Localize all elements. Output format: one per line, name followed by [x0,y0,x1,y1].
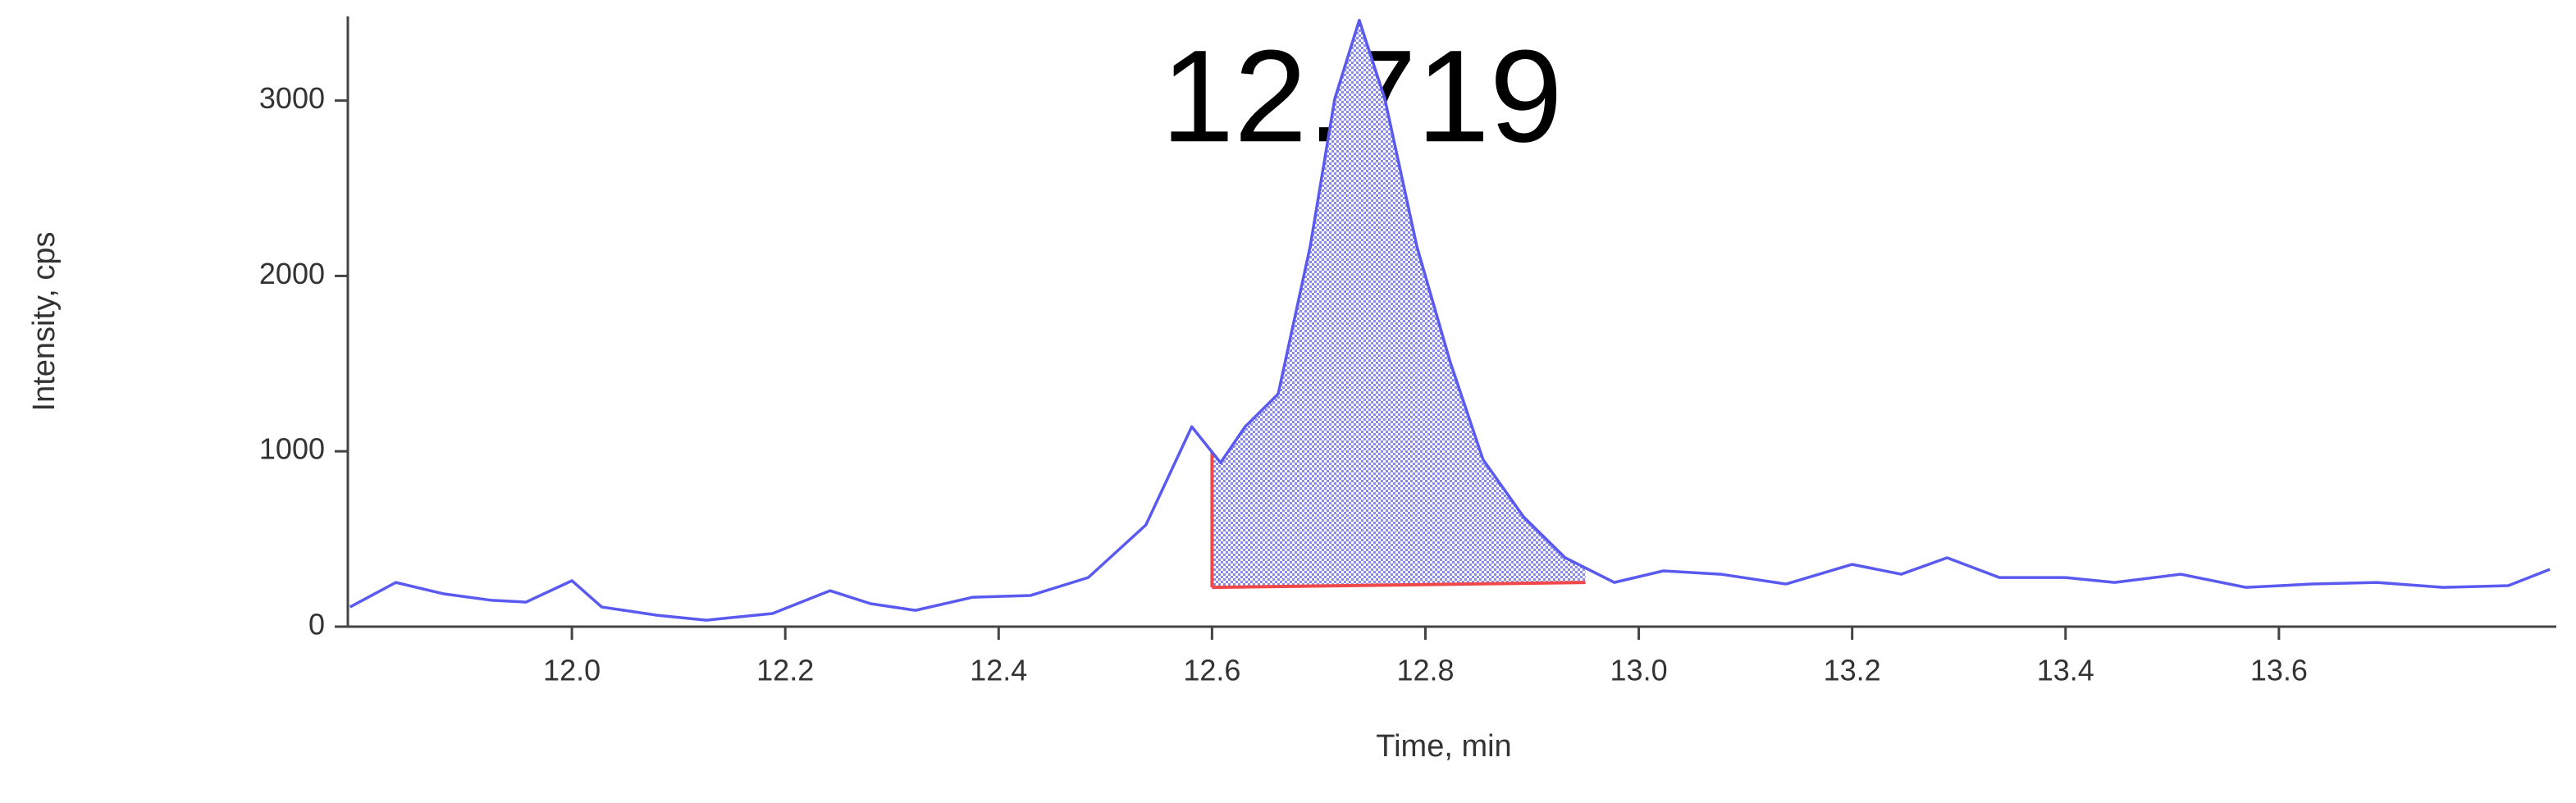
x-tick-label: 13.4 [2037,654,2094,687]
y-tick-label: 2000 [259,257,325,290]
chromatogram-line [349,18,2551,622]
x-tick-label: 12.2 [756,654,814,687]
x-tick-label: 12.6 [1183,654,1240,687]
x-tick-label: 12.4 [970,654,1027,687]
y-axis-label: Intensity, cps [27,232,62,412]
x-axis-label: Time, min [1376,729,1511,764]
y-tick-label: 1000 [259,432,325,466]
x-tick-label: 13.0 [1610,654,1668,687]
x-tick-label: 12.8 [1396,654,1454,687]
x-tick-label: 13.6 [2250,654,2308,687]
integration-area [1212,20,1586,588]
x-tick-label: 13.2 [1824,654,1881,687]
y-tick-label: 3000 [259,81,325,115]
x-tick-label: 12.0 [543,654,601,687]
y-tick-label: 0 [308,608,325,641]
integration-baseline [1212,581,1586,590]
